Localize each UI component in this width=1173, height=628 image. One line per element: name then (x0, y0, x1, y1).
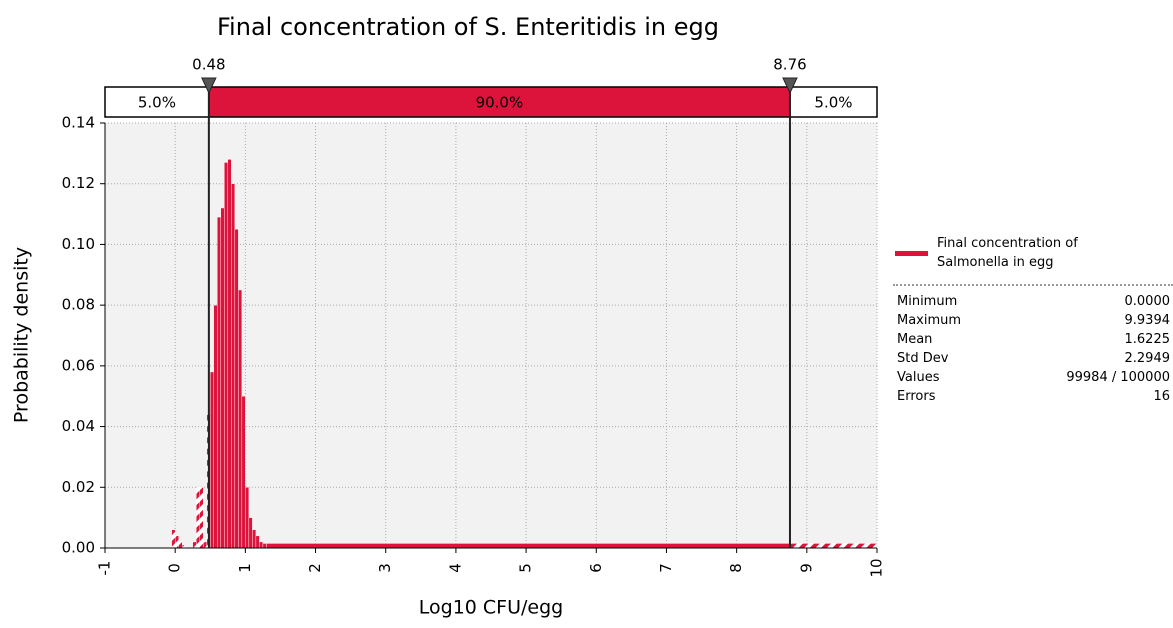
stat-row: Values 99984 / 100000 (897, 370, 1170, 388)
stat-value: 9.9394 (1124, 313, 1171, 328)
x-tick-label: 0 (166, 563, 184, 573)
histogram-bar (210, 371, 214, 549)
x-tick-label: -1 (96, 561, 114, 576)
y-tick-label: 0.12 (62, 174, 95, 192)
y-tick-label: 0.04 (62, 417, 95, 435)
stat-label: Maximum (897, 313, 962, 328)
stat-value: 0.0000 (1124, 294, 1171, 309)
band (104, 86, 210, 118)
y-tick-label: 0.02 (62, 478, 95, 496)
histogram-bar (196, 487, 200, 549)
histogram-bar (255, 535, 260, 549)
histogram-bar (238, 289, 243, 549)
stat-value: 2.2949 (1124, 351, 1171, 366)
histogram-bar (199, 487, 204, 549)
stat-value: 1.6225 (1124, 332, 1171, 347)
histogram-bar (203, 541, 207, 549)
x-tick-label: 5 (517, 563, 535, 573)
stat-row: Minimum 0.0000 (897, 294, 1170, 312)
histogram-bar (266, 543, 791, 549)
delimiter-label: 8.76 (773, 56, 806, 74)
y-tick-label: 0.00 (62, 539, 95, 557)
histogram-bar (245, 487, 250, 549)
y-tick-label: 0.08 (62, 296, 95, 314)
band (789, 86, 878, 118)
histogram-bar (220, 207, 225, 549)
legend-swatch (895, 251, 928, 256)
x-tick-label: 4 (446, 563, 464, 573)
histogram-bar (248, 517, 253, 549)
legend-label: Final concentration of Salmonella in egg (937, 236, 1078, 270)
stat-row: Mean 1.6225 (897, 332, 1170, 350)
histogram-bar (241, 396, 246, 549)
delimiter-label: 0.48 (192, 56, 225, 74)
histogram-bar (789, 543, 878, 549)
band-label: 5.0% (814, 94, 852, 112)
histogram-bar (252, 529, 257, 549)
legend-separator (893, 284, 1173, 286)
histogram-bar (171, 529, 176, 549)
histogram-bar (178, 541, 183, 549)
histogram-bar (224, 162, 229, 549)
stat-row: Std Dev 2.2949 (897, 351, 1170, 369)
y-tick-label: 0.10 (62, 235, 95, 253)
x-tick-label: 1 (236, 563, 254, 573)
x-axis-label: Log10 CFU/egg (419, 597, 563, 619)
x-tick-label: 9 (797, 563, 815, 573)
histogram-bar (174, 535, 179, 549)
stat-label: Mean (897, 332, 933, 347)
stat-label: Values (897, 370, 940, 385)
band (208, 86, 791, 118)
histogram-bar (262, 543, 267, 549)
stat-label: Minimum (897, 294, 958, 309)
stat-value: 16 (1153, 389, 1170, 404)
y-tick-label: 0.14 (62, 114, 95, 132)
histogram-bar (192, 541, 197, 549)
stat-value: 99984 / 100000 (1066, 370, 1170, 385)
histogram-bar (217, 216, 221, 549)
x-tick-label: 10 (868, 558, 886, 577)
histogram-bar (231, 183, 236, 549)
band-label: 5.0% (138, 94, 176, 112)
stat-row: Errors 16 (897, 389, 1170, 407)
stat-label: Errors (897, 389, 936, 404)
histogram-bar (213, 304, 218, 549)
y-axis-label: Probability density (11, 247, 33, 423)
stat-label: Std Dev (897, 351, 949, 366)
histogram-bar (234, 229, 239, 549)
y-tick-label: 0.06 (62, 356, 95, 374)
band-label: 90.0% (476, 94, 524, 112)
chart-title: Final concentration of S. Enteritidis in… (217, 13, 719, 41)
stat-row: Maximum 9.9394 (897, 313, 1170, 331)
histogram-bar (227, 159, 232, 549)
x-tick-label: 7 (657, 563, 675, 573)
x-tick-label: 8 (727, 563, 745, 573)
x-tick-label: 2 (306, 563, 324, 573)
delimiter-marker (201, 77, 217, 95)
x-tick-label: 6 (587, 563, 605, 573)
x-tick-label: 3 (376, 563, 394, 573)
histogram-bar (259, 541, 264, 549)
delimiter-marker (782, 77, 798, 95)
